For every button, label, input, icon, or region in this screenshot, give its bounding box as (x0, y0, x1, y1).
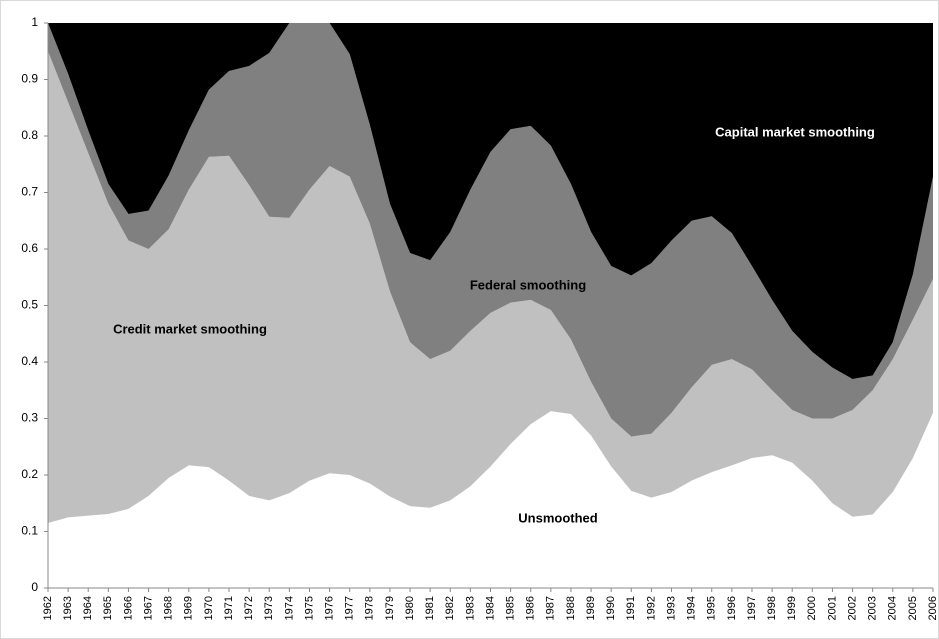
x-tick-label: 1985 (505, 596, 517, 620)
y-tick-label: 0.1 (21, 524, 38, 538)
x-tick-label: 2004 (887, 596, 899, 620)
y-tick-label: 0.9 (21, 72, 38, 86)
area (48, 23, 933, 437)
x-tick-label: 1981 (424, 596, 436, 620)
x-tick-label: 1974 (283, 596, 295, 620)
y-tick-label: 0.8 (21, 128, 38, 142)
area (48, 411, 933, 588)
areas: Unsmoothed Credit market smoothing Federal… (48, 23, 933, 588)
x-tick-label: 2006 (927, 596, 939, 620)
x-tick-label: 1987 (545, 596, 557, 620)
x-tick-label: 1963 (62, 596, 74, 620)
x-tick-label: 2001 (826, 596, 838, 620)
x-tick-label: 1964 (82, 596, 94, 620)
x-tick-label: 1976 (323, 596, 335, 620)
x-tick-label: 1995 (706, 596, 718, 620)
x-tick-label: 1969 (183, 596, 195, 620)
y-tick-label: 0 (31, 580, 38, 594)
x-tick-label: 1996 (726, 596, 738, 620)
area (48, 51, 933, 524)
x-tick-label: 1979 (384, 596, 396, 620)
x-tick-label: 1975 (303, 596, 315, 620)
x-tick-label: 1971 (223, 596, 235, 620)
axes: 0 0.1 0.2 0.3 0.4 0.5 0.6 0.7 0.8 0.9 1 1962 1963 196… (21, 15, 939, 620)
x-tick-label: 1988 (565, 596, 577, 620)
area (48, 23, 933, 379)
y-tick-label: 0.4 (21, 354, 38, 368)
x-tick-label: 1972 (243, 596, 255, 620)
area-label: Credit market smoothing (113, 321, 267, 336)
x-tick-label: 1994 (686, 596, 698, 620)
y-tick-label: 0.7 (21, 185, 38, 199)
area-label: Unsmoothed (518, 510, 598, 525)
x-tick-label: 1977 (344, 596, 356, 620)
y-tick-label: 0.3 (21, 411, 38, 425)
x-tick-label: 2000 (806, 596, 818, 620)
x-tick-label: 1970 (203, 596, 215, 620)
x-tick-label: 1962 (42, 596, 54, 620)
x-tick-label: 2002 (846, 596, 858, 620)
x-tick-label: 1998 (766, 596, 778, 620)
y-tick-label: 0.6 (21, 241, 38, 255)
x-tick-label: 1966 (122, 596, 134, 620)
area-label: Federal smoothing (470, 277, 586, 292)
x-tick-label: 1983 (464, 596, 476, 620)
y-tick-label: 0.2 (21, 467, 38, 481)
x-tick-label: 1978 (364, 596, 376, 620)
x-tick-label: 1989 (585, 596, 597, 620)
area-label: Capital market smoothing (715, 124, 875, 139)
x-tick-label: 1997 (746, 596, 758, 620)
x-tick-label: 1991 (625, 596, 637, 620)
x-tick-label: 1993 (665, 596, 677, 620)
y-tick-label: 0.5 (21, 298, 38, 312)
x-tick-label: 1973 (263, 596, 275, 620)
x-tick-label: 2005 (907, 596, 919, 620)
x-tick-label: 1984 (484, 596, 496, 620)
x-tick-label: 1999 (786, 596, 798, 620)
x-tick-label: 2003 (867, 596, 879, 620)
x-tick-label: 1968 (163, 596, 175, 620)
x-tick-label: 1982 (444, 596, 456, 620)
x-tick-label: 1990 (605, 596, 617, 620)
x-tick-label: 1965 (102, 596, 114, 620)
y-tick-label: 1 (31, 15, 38, 29)
x-tick-label: 1967 (142, 596, 154, 620)
x-tick-label: 1980 (404, 596, 416, 620)
x-tick-label: 1992 (645, 596, 657, 620)
x-tick-label: 1986 (525, 596, 537, 620)
